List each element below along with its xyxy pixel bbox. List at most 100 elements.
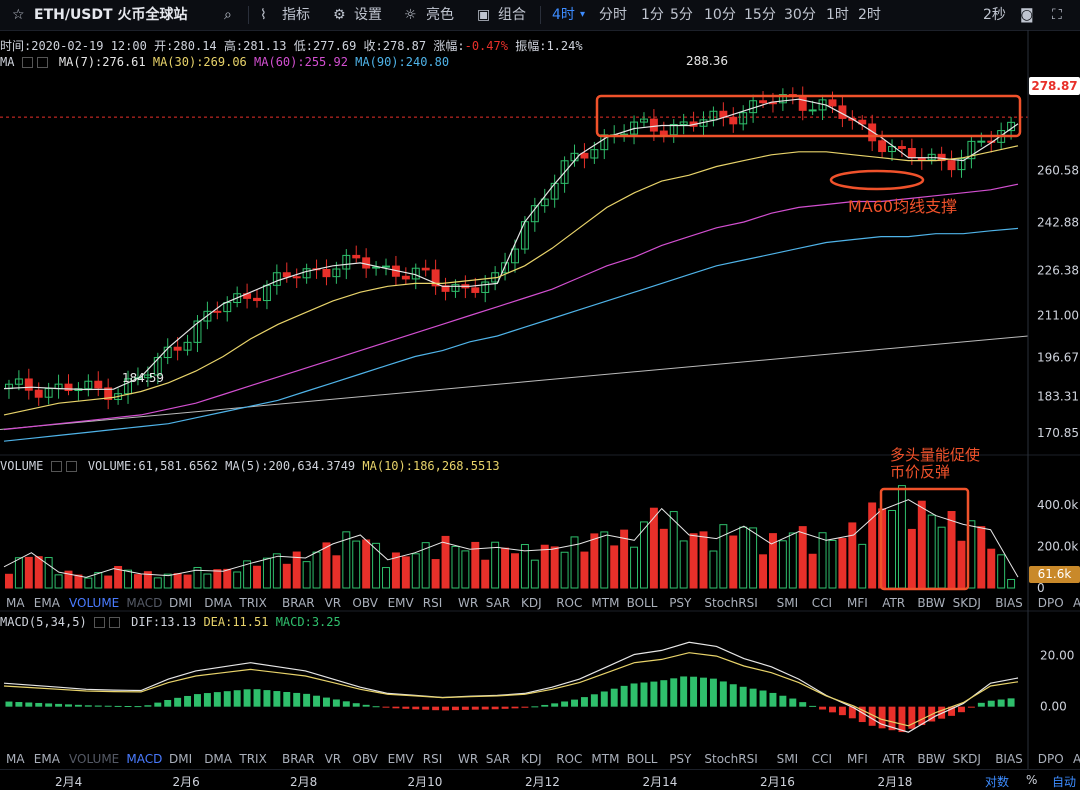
indicator-tab-mfi[interactable]: MFI [847,596,868,610]
indicator-tab-atr[interactable]: ATR [882,752,906,766]
interval-item[interactable]: 15分 [744,7,776,23]
indicator-tab-brar[interactable]: BRAR [282,596,315,610]
indicator-tab-dmi[interactable]: DMI [169,596,193,610]
indicator-tab-wr[interactable]: WR [458,752,479,766]
indicator-tab-sar[interactable]: SAR [485,596,511,610]
indicator-tab-bias[interactable]: BIAS [995,752,1023,766]
interval-item[interactable]: 2时 [858,7,881,23]
indicator-tab-stochrsi[interactable]: StochRSI [704,596,758,610]
settings-button[interactable]: 设置 [354,7,382,23]
interval-item[interactable]: 10分 [704,7,736,23]
indicator-tab-dma[interactable]: DMA [204,596,232,610]
indicator-tab-volume[interactable]: VOLUME [69,752,120,766]
indicator-tab-dpo[interactable]: DPO [1037,596,1064,610]
gear-icon[interactable] [93,617,105,628]
combo-icon[interactable]: ▣ [477,7,491,23]
indicator-tab-cci[interactable]: CCI [811,752,833,766]
indicator-tab-ao[interactable]: AO [1073,596,1080,610]
interval-selected[interactable]: 4时 [552,7,575,23]
indicator-tab-vr[interactable]: VR [324,596,342,610]
indicator-tab-bias[interactable]: BIAS [995,596,1023,610]
indicator-tab-macd[interactable]: MACD [126,596,163,610]
indicator-tab-ema[interactable]: EMA [33,596,60,610]
indicators-icon[interactable]: ⌇ [260,7,267,23]
close-icon[interactable] [36,57,48,68]
indicator-tab-smi[interactable]: SMI [776,752,799,766]
indicator-tab-psy[interactable]: PSY [669,596,692,610]
indicator-tab-wr[interactable]: WR [458,596,479,610]
indicator-tab-kdj[interactable]: KDJ [521,752,542,766]
indicator-tab-boll[interactable]: BOLL [626,596,658,610]
indicator-tab-mtm[interactable]: MTM [591,596,620,610]
indicator-tab-macd[interactable]: MACD [126,752,163,766]
indicator-tab-trix[interactable]: TRIX [239,596,267,610]
indicator-tab-bbw[interactable]: BBW [917,596,946,610]
indicator-tab-ma[interactable]: MA [6,596,25,610]
combo-button[interactable]: 组合 [498,7,526,23]
indicator-tab-roc[interactable]: ROC [556,752,583,766]
indicator-tab-smi[interactable]: SMI [776,596,799,610]
indicator-tab-emv[interactable]: EMV [387,596,414,610]
interval-item[interactable]: 5分 [670,7,693,23]
indicator-tab-cci[interactable]: CCI [811,596,833,610]
gear-icon[interactable] [21,57,33,68]
indicator-tab-vr[interactable]: VR [324,752,342,766]
gear-icon[interactable] [50,461,62,472]
brightness-button[interactable]: 亮色 [426,7,454,23]
close-icon[interactable] [65,461,77,472]
indicator-tab-dmi[interactable]: DMI [169,752,193,766]
indicator-tab-sar[interactable]: SAR [485,752,511,766]
interval-item[interactable]: 1时 [826,7,849,23]
log-scale-toggle[interactable]: 对数 [985,775,1010,789]
search-icon[interactable]: ⌕ [224,7,232,23]
interval-item[interactable]: 1分 [641,7,664,23]
interval-item[interactable]: 30分 [784,7,816,23]
indicator-tab-ao[interactable]: AO [1073,752,1080,766]
indicator-tab-bbw[interactable]: BBW [917,752,946,766]
gear-icon[interactable]: ⚙ [333,7,346,23]
indicator-tab-skdj[interactable]: SKDJ [952,752,981,766]
indicator-tab-stochrsi[interactable]: StochRSI [704,752,758,766]
auto-toggle[interactable]: 自动 [1052,775,1077,789]
indicator-tab-kdj[interactable]: KDJ [521,596,542,610]
interval-item[interactable]: 分时 [599,7,627,23]
indicator-tab-mfi[interactable]: MFI [847,752,868,766]
macd-bar [580,697,588,707]
indicator-tab-ma[interactable]: MA [6,752,25,766]
chevron-down-icon[interactable]: ▾ [580,9,586,20]
indicator-tab-dpo[interactable]: DPO [1037,752,1064,766]
indicator-tab-emv[interactable]: EMV [387,752,414,766]
pair-title[interactable]: ETH/USDT 火币全球站 [34,7,188,23]
volume-bar [739,526,748,589]
volume-bar [372,542,381,589]
macd-bar [620,685,628,707]
indicator-tab-roc[interactable]: ROC [556,596,583,610]
indicator-tab-obv[interactable]: OBV [352,752,378,766]
indicator-tab-ema[interactable]: EMA [33,752,60,766]
fullscreen-icon[interactable]: ⛶ [1052,7,1062,23]
indicator-tab-atr[interactable]: ATR [882,596,906,610]
indicator-tab-brar[interactable]: BRAR [282,752,315,766]
x-tick-label: 2月18 [877,775,913,789]
indicator-tab-volume[interactable]: VOLUME [69,596,120,610]
indicator-tab-dma[interactable]: DMA [204,752,232,766]
indicator-tab-obv[interactable]: OBV [352,596,378,610]
indicator-tab-psy[interactable]: PSY [669,752,692,766]
indicators-button[interactable]: 指标 [282,7,310,23]
percent-toggle[interactable]: % [1026,773,1038,787]
indicator-tab-rsi[interactable]: RSI [422,752,443,766]
star-icon[interactable]: ☆ [12,7,25,23]
close-icon[interactable] [108,617,120,628]
camera-icon[interactable]: ◙ [1020,7,1034,23]
indicator-tab-boll[interactable]: BOLL [626,752,658,766]
indicator-tab-trix[interactable]: TRIX [239,752,267,766]
volume-bar [54,574,63,589]
volume-value: VOLUME:61,581.6562 [87,459,218,473]
indicator-tab-mtm[interactable]: MTM [591,752,620,766]
y-tick-label: 226.38 [1037,264,1079,278]
indicator-tab-rsi[interactable]: RSI [422,596,443,610]
indicator-tab-skdj[interactable]: SKDJ [952,596,981,610]
candle-body [64,383,73,392]
candle-body [124,378,132,395]
sun-icon[interactable]: ☼ [404,7,417,23]
